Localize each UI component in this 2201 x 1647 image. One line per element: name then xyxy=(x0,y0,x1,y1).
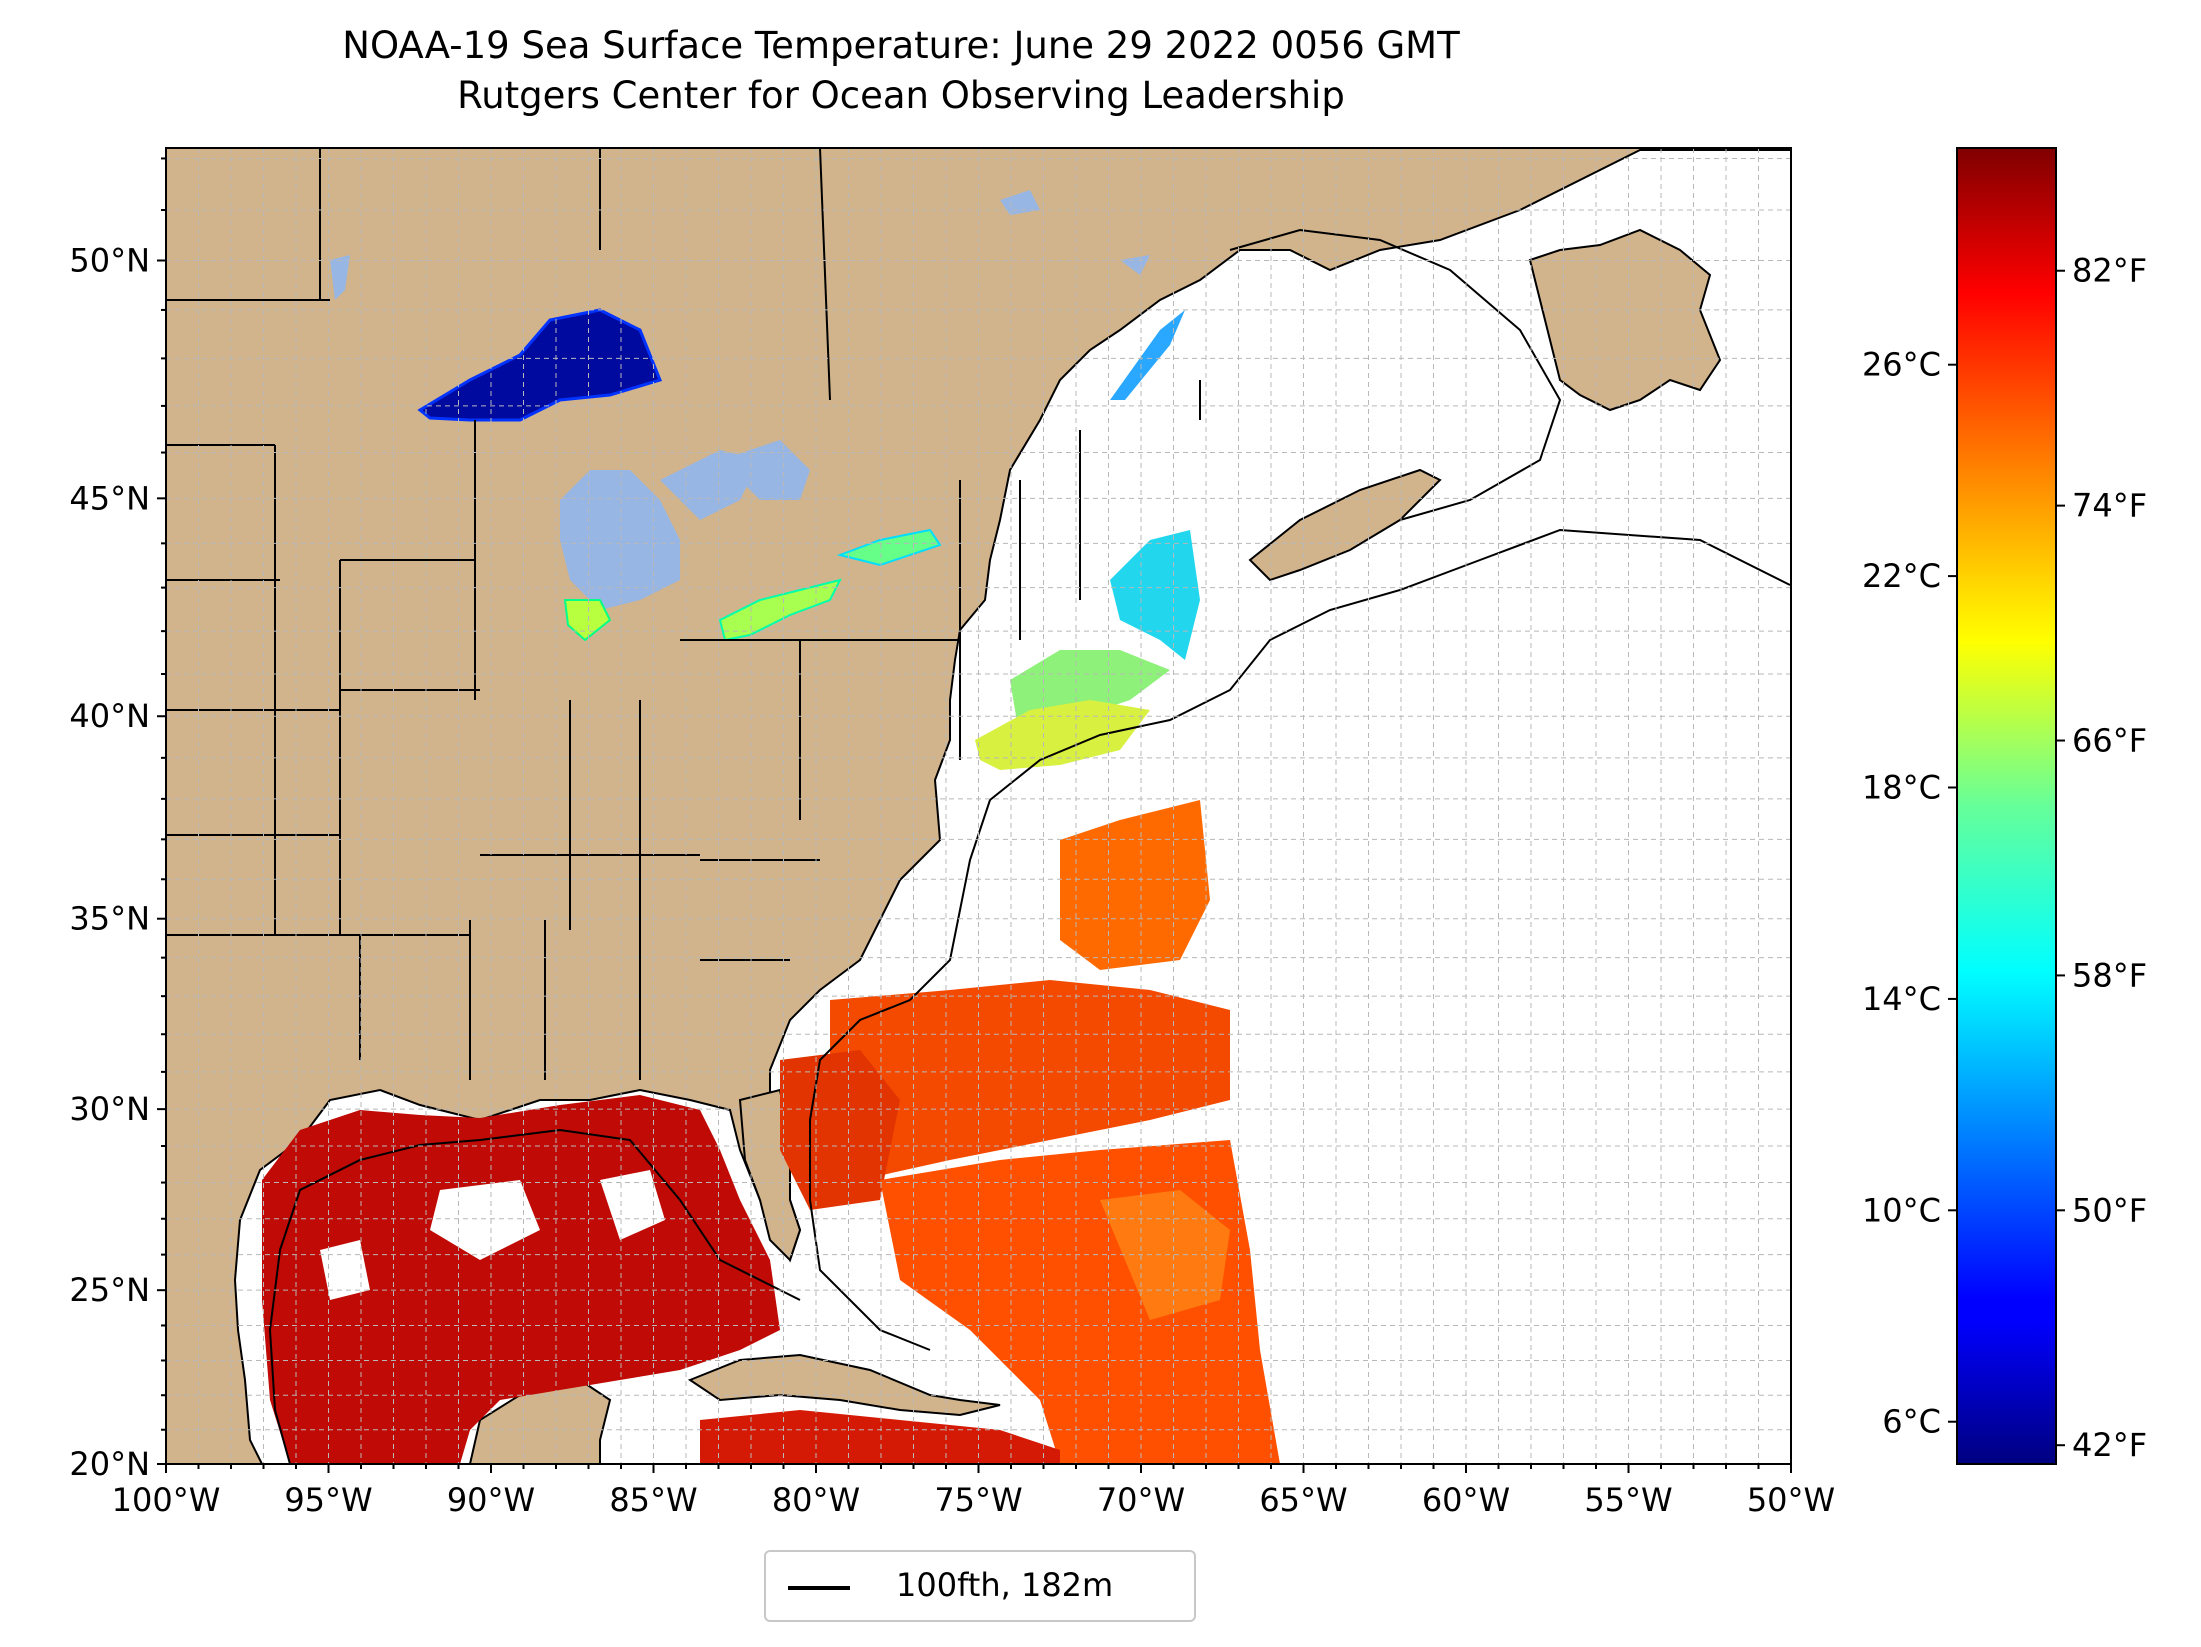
atlantic-sst xyxy=(780,800,1280,1464)
fahrenheit-tick-label: 50°F xyxy=(2072,1191,2147,1229)
legend: 100fth, 182m xyxy=(764,1550,1196,1622)
axis-ticks xyxy=(157,157,1792,1473)
state-boundaries xyxy=(166,148,1201,1080)
lat-tick-label: 20°N xyxy=(69,1445,150,1483)
map-title: NOAA-19 Sea Surface Temperature: June 29… xyxy=(342,24,1460,67)
lon-tick-label: 60°W xyxy=(1422,1481,1510,1519)
legend-label: 100fth, 182m xyxy=(896,1566,1114,1604)
gulf-cloud-2 xyxy=(600,1170,665,1240)
gridlines xyxy=(166,148,1791,1464)
map-subtitle: Rutgers Center for Ocean Observing Leade… xyxy=(457,74,1345,117)
lon-tick-label: 55°W xyxy=(1584,1481,1672,1519)
contour-100fth xyxy=(809,528,1791,1351)
celsius-tick-label: 14°C xyxy=(1862,980,1941,1018)
st-lawrence-sst xyxy=(1110,310,1185,400)
lon-labels: 100°W 95°W 90°W 85°W 80°W 75°W 70°W 65°W 60°W 55°… xyxy=(112,1481,1836,1519)
mid-atlantic-sst xyxy=(975,700,1150,770)
land-newfoundland xyxy=(1528,228,1722,412)
fahrenheit-tick-label: 74°F xyxy=(2072,487,2147,525)
contour-100fth-north xyxy=(1229,228,1562,521)
colorbar-celsius-ticks: 6°C 10°C 14°C 18°C 22°C 26°C xyxy=(1862,346,1957,1441)
lon-tick-label: 85°W xyxy=(609,1481,697,1519)
lon-tick-label: 90°W xyxy=(447,1481,535,1519)
lon-tick-label: 65°W xyxy=(1259,1481,1347,1519)
land-north-america xyxy=(166,148,1791,1464)
celsius-tick-label: 22°C xyxy=(1862,557,1941,595)
lon-tick-label: 80°W xyxy=(772,1481,860,1519)
colorbar-fahrenheit-ticks: 42°F 50°F 58°F 66°F 74°F 82°F xyxy=(2056,252,2147,1464)
colorbar xyxy=(1956,147,2057,1465)
fahrenheit-tick-label: 66°F xyxy=(2072,722,2147,760)
lat-tick-label: 35°N xyxy=(69,900,150,938)
fahrenheit-tick-label: 42°F xyxy=(2072,1426,2147,1464)
lon-tick-label: 75°W xyxy=(934,1481,1022,1519)
gulf-cloud-1 xyxy=(430,1180,540,1260)
celsius-tick-label: 6°C xyxy=(1882,1403,1941,1441)
lon-tick-label: 100°W xyxy=(112,1481,221,1519)
great-lakes xyxy=(330,190,1150,610)
lake-michigan-south-sst xyxy=(563,599,612,642)
legend-line-swatch xyxy=(788,1586,850,1590)
celsius-tick-label: 26°C xyxy=(1862,346,1941,384)
celsius-tick-label: 18°C xyxy=(1862,769,1941,807)
fahrenheit-tick-label: 58°F xyxy=(2072,956,2147,994)
contour-100fth-gulf xyxy=(268,1128,801,1464)
lat-tick-label: 45°N xyxy=(69,479,150,517)
lat-tick-label: 50°N xyxy=(69,241,150,279)
lon-tick-label: 50°W xyxy=(1747,1481,1835,1519)
map-body xyxy=(166,148,1791,1464)
land-nova-scotia xyxy=(1248,468,1442,582)
lat-tick-label: 40°N xyxy=(69,697,150,735)
caribbean-sst xyxy=(700,1410,1060,1464)
lake-ontario-sst xyxy=(836,528,942,567)
fahrenheit-tick-label: 82°F xyxy=(2072,252,2147,290)
lake-erie-sst xyxy=(718,578,842,642)
land-yucatan xyxy=(468,1378,612,1464)
lat-labels: 20°N 25°N 30°N 35°N 40°N 45°N 50°N xyxy=(69,241,150,1483)
lat-tick-label: 25°N xyxy=(69,1271,150,1309)
lon-tick-label: 70°W xyxy=(1097,1481,1185,1519)
celsius-tick-label: 10°C xyxy=(1862,1191,1941,1229)
lat-tick-label: 30°N xyxy=(69,1090,150,1128)
gulf-of-maine-sst xyxy=(1110,530,1200,660)
lon-tick-label: 95°W xyxy=(284,1481,372,1519)
lake-superior-sst xyxy=(417,308,663,422)
